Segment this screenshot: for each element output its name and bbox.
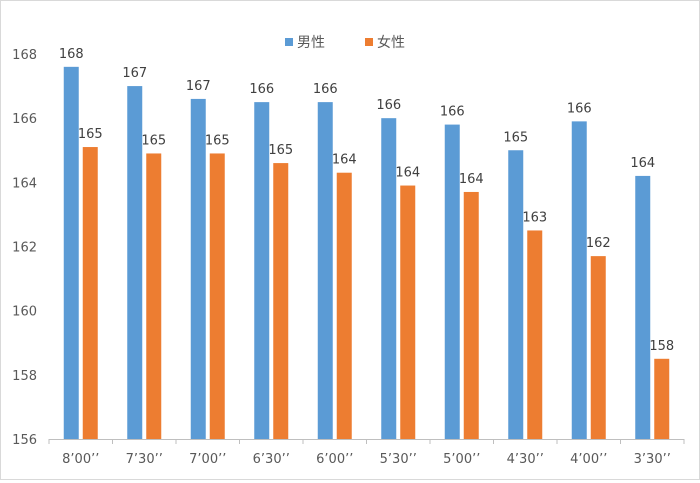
data-label: 165 [268, 143, 293, 158]
x-category-label: 7’30’’ [126, 452, 163, 467]
bar-male [127, 86, 143, 439]
data-label: 166 [313, 82, 338, 97]
bar-female [400, 185, 416, 439]
data-label: 165 [205, 133, 230, 148]
x-category-label: 4’00’’ [570, 452, 607, 467]
bar-male [254, 102, 270, 439]
data-label: 164 [630, 156, 655, 171]
x-axis: 8’00’’ 7’30’’ 7’00’’ 6’30’’ 6’00’’ 5’30’’ 5’00… [48, 439, 685, 467]
y-tick-label: 158 [12, 369, 37, 384]
data-label: 167 [122, 66, 147, 81]
x-category-label: 8’00’’ [62, 452, 99, 467]
data-label: 165 [503, 130, 528, 145]
bar-male [381, 118, 397, 440]
chart-legend: 男性 女性 [285, 34, 405, 51]
x-category-label: 5’00’’ [443, 452, 480, 467]
bar-female [273, 163, 289, 440]
y-tick-label: 160 [12, 305, 37, 320]
legend-swatch-female [365, 38, 373, 46]
y-tick-label: 168 [12, 48, 37, 63]
y-axis: 156 158 160 162 164 166 168 [12, 48, 37, 448]
bar-female [527, 230, 543, 439]
x-category-label: 6’30’’ [253, 452, 290, 467]
data-label: 168 [59, 47, 84, 62]
data-label: 162 [586, 236, 611, 251]
data-label: 165 [78, 127, 103, 142]
bar-male [571, 121, 587, 439]
data-label: 167 [186, 79, 211, 94]
x-category-label: 3’30’’ [634, 452, 671, 467]
bar-female [146, 153, 162, 440]
data-label: 166 [249, 82, 274, 97]
bar-male [444, 124, 460, 439]
data-label-group: 168 167 167 166 166 166 166 165 166 164 165 165 165 1… [59, 47, 674, 354]
bar-female [654, 358, 670, 439]
bar-female [336, 172, 352, 440]
bar-male [635, 175, 651, 439]
data-label: 166 [376, 98, 401, 113]
bar-male [317, 102, 333, 439]
data-label: 166 [567, 101, 592, 116]
bar-series-group [63, 66, 670, 440]
bar-male [190, 98, 206, 440]
legend-label-female: 女性 [377, 34, 405, 51]
legend-swatch-male [285, 38, 293, 46]
bar-female [590, 256, 606, 439]
y-tick-label: 166 [12, 112, 37, 127]
y-tick-label: 156 [12, 433, 37, 448]
bar-female [209, 153, 225, 440]
x-category-label: 6’00’’ [316, 452, 353, 467]
data-label: 164 [459, 172, 484, 187]
x-category-label: 5’30’’ [380, 452, 417, 467]
legend-label-male: 男性 [297, 35, 325, 51]
data-label: 166 [440, 105, 465, 120]
y-tick-label: 162 [12, 241, 37, 256]
x-category-label: 7’00’’ [189, 452, 226, 467]
data-label: 164 [332, 153, 357, 168]
bar-male [508, 150, 524, 439]
bar-female [82, 147, 98, 439]
y-tick-label: 164 [12, 176, 37, 191]
data-label: 163 [522, 210, 547, 225]
bar-female [463, 191, 479, 439]
bar-male [63, 66, 79, 439]
data-label: 165 [141, 133, 166, 148]
data-label: 158 [649, 339, 674, 354]
x-category-label: 4’30’’ [507, 452, 544, 467]
data-label: 164 [395, 166, 420, 181]
